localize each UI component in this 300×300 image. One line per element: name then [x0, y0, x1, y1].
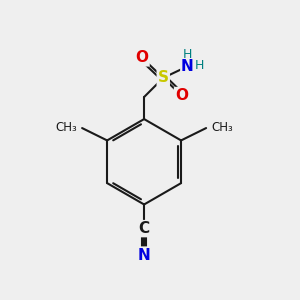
Text: S: S: [158, 70, 169, 86]
Text: O: O: [175, 88, 188, 103]
Text: C: C: [139, 221, 150, 236]
Text: N: N: [138, 248, 151, 262]
Text: H: H: [194, 59, 204, 72]
Text: N: N: [181, 58, 194, 74]
Text: CH₃: CH₃: [55, 121, 77, 134]
Text: CH₃: CH₃: [212, 121, 233, 134]
Text: O: O: [136, 50, 148, 65]
Text: H: H: [183, 48, 192, 61]
